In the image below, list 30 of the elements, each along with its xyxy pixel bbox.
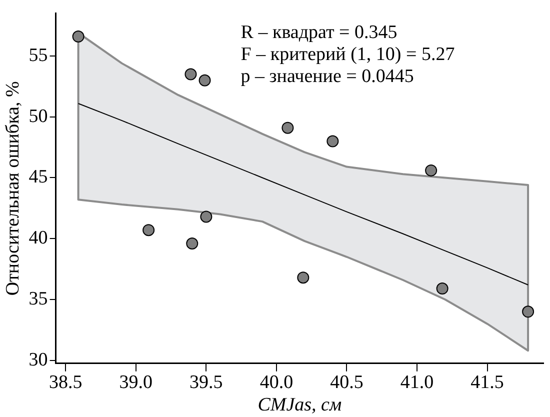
y-tick-label: 40: [28, 228, 48, 249]
y-axis-title: Относительная ошибка, %: [2, 81, 24, 296]
point: [142, 224, 155, 236]
point: [186, 237, 198, 250]
y-tick-label: 45: [28, 166, 48, 188]
point: [200, 210, 212, 223]
x-tick-label: 41.5: [470, 372, 504, 393]
point: [72, 30, 84, 43]
x-axis-title: CMJas, см: [258, 394, 342, 416]
point: [522, 306, 534, 318]
annotation: p – значение = 0.0445: [240, 66, 414, 87]
point: [198, 74, 211, 86]
x-tick-label: 38.5: [49, 372, 82, 393]
y-tick-label: 50: [28, 106, 48, 127]
annotation: F – критерий (1, 10) = 5.27: [240, 44, 455, 65]
y-tick-label: 30: [28, 349, 48, 370]
point: [282, 122, 294, 134]
annotation: R – квадрат = 0.345: [240, 22, 398, 43]
x-tick-label: 40.5: [330, 372, 364, 393]
point: [326, 135, 339, 148]
y-tick-label: 35: [28, 288, 48, 310]
x-tick-label: 39.0: [119, 372, 153, 393]
x-tick-label: 40.0: [260, 372, 294, 393]
x-tick-label: 39.5: [190, 372, 223, 393]
point: [184, 68, 197, 80]
y-tick-label: 55: [28, 44, 48, 66]
x-tick-label: 41.0: [400, 372, 434, 393]
point: [425, 164, 438, 176]
point: [297, 272, 310, 284]
point: [436, 282, 448, 295]
